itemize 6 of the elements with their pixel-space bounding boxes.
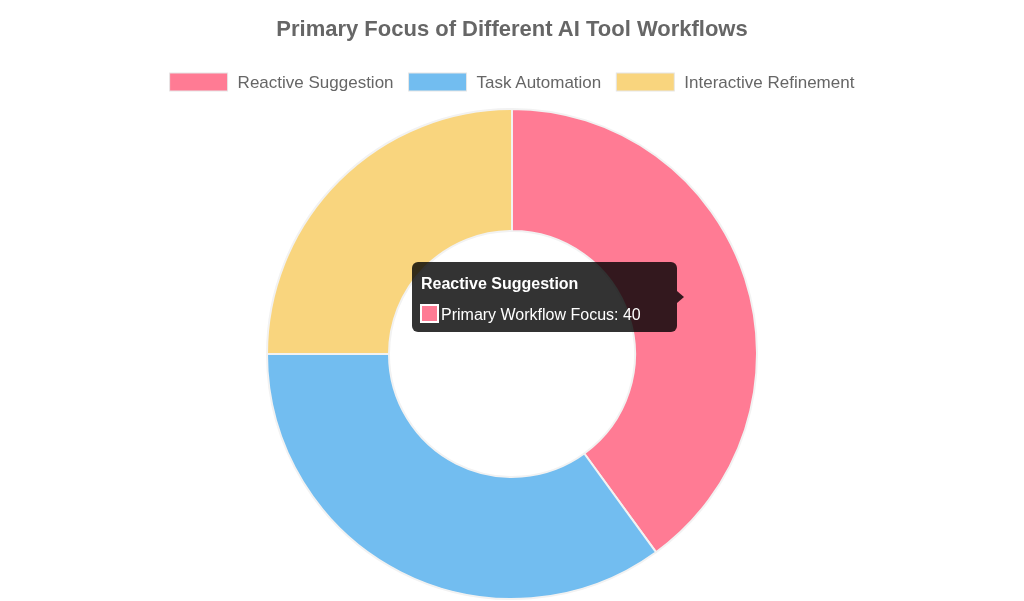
legend-label: Task Automation <box>476 73 602 92</box>
text: Primary Workflow Focus: 40 <box>441 306 641 323</box>
chart-title: Primary Focus of Different AI Tool Workflows <box>276 16 748 41</box>
legend-label: Interactive Refinement <box>684 73 855 92</box>
legend-label: Reactive Suggestion <box>237 73 394 92</box>
text: Reactive Suggestion <box>421 275 579 292</box>
